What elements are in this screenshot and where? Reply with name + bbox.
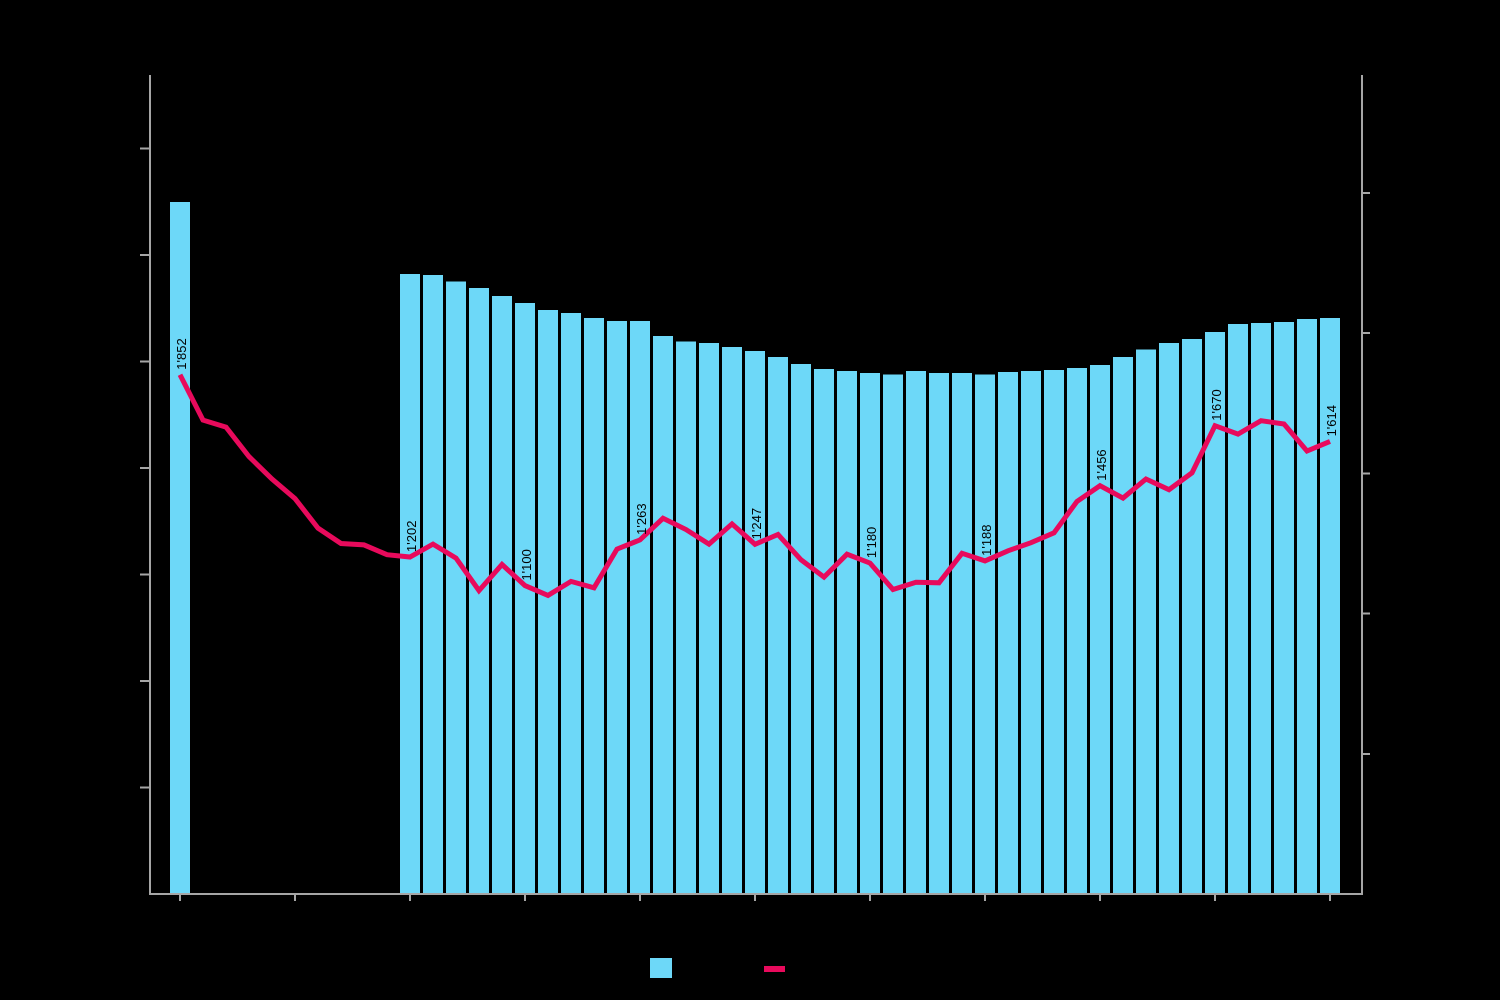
legend-bar-swatch (650, 958, 672, 978)
bar-year-2008 (1044, 370, 1064, 894)
data-label-2005: 1'188 (979, 524, 994, 555)
bar-year-2017 (1251, 323, 1271, 894)
bar-year-2001 (883, 374, 903, 894)
bar-year-1997 (791, 364, 811, 894)
bar-year-1994 (722, 347, 742, 895)
bar-year-2000 (860, 373, 880, 894)
line-series (177, 373, 1331, 599)
bar-year-1990 (630, 321, 650, 894)
data-label-2010: 1'456 (1094, 449, 1109, 480)
bar-year-2019 (1297, 318, 1317, 894)
bar-year-2013 (1159, 342, 1179, 894)
data-label-2000: 1'180 (864, 527, 879, 558)
bar-year-1986 (538, 309, 558, 894)
data-label-1990: 1'263 (634, 503, 649, 534)
bar-year-1987 (561, 313, 581, 894)
bar-year-2016 (1228, 324, 1248, 894)
bar-year-2003 (929, 373, 949, 894)
bar-year-2015 (1205, 332, 1225, 894)
bar-year-1982 (446, 281, 466, 895)
bar-year-1984 (492, 296, 512, 894)
bar-year-1999 (837, 371, 857, 895)
bar-year-1980 (400, 274, 420, 894)
bar-year-2012 (1136, 349, 1156, 894)
bar-year-2018 (1274, 322, 1294, 895)
data-label-2015: 1'670 (1209, 389, 1224, 420)
bar-year-1981 (423, 275, 443, 894)
bar-year-2006 (998, 372, 1018, 895)
bars-group (170, 201, 1340, 895)
bar-year-1970 (170, 201, 190, 895)
bar-year-2004 (952, 373, 972, 894)
bar-year-2011 (1113, 357, 1133, 894)
data-label-1970: 1'852 (174, 338, 189, 369)
bar-year-2010 (1090, 365, 1110, 894)
data-label-2020: 1'614 (1324, 405, 1339, 436)
bar-year-2005 (975, 374, 995, 894)
bar-year-1992 (676, 341, 696, 894)
data-labels-group: 1'852 1'202 1'100 1'263 1'247 1'180 1'188 1'456… (174, 338, 1339, 580)
bar-year-1996 (768, 357, 788, 894)
line-series-group (177, 373, 1331, 599)
bar-year-1985 (515, 302, 535, 894)
bar-year-2014 (1182, 339, 1202, 895)
bar-year-1998 (814, 369, 834, 894)
legend-line-swatch (764, 966, 785, 972)
bar-year-1989 (607, 321, 627, 894)
bar-year-2002 (906, 371, 926, 895)
bar-year-2020 (1320, 317, 1340, 894)
axes-group (140, 75, 1370, 901)
legend-group (650, 958, 785, 978)
data-label-1985: 1'100 (519, 549, 534, 580)
bar-year-2007 (1021, 371, 1041, 895)
bar-year-1988 (584, 317, 604, 894)
bar-year-1995 (745, 350, 765, 894)
data-label-1995: 1'247 (749, 508, 764, 539)
bar-year-2009 (1067, 367, 1087, 894)
bar-year-1991 (653, 335, 673, 894)
bar-year-1993 (699, 342, 719, 894)
data-label-1980: 1'202 (404, 521, 419, 552)
